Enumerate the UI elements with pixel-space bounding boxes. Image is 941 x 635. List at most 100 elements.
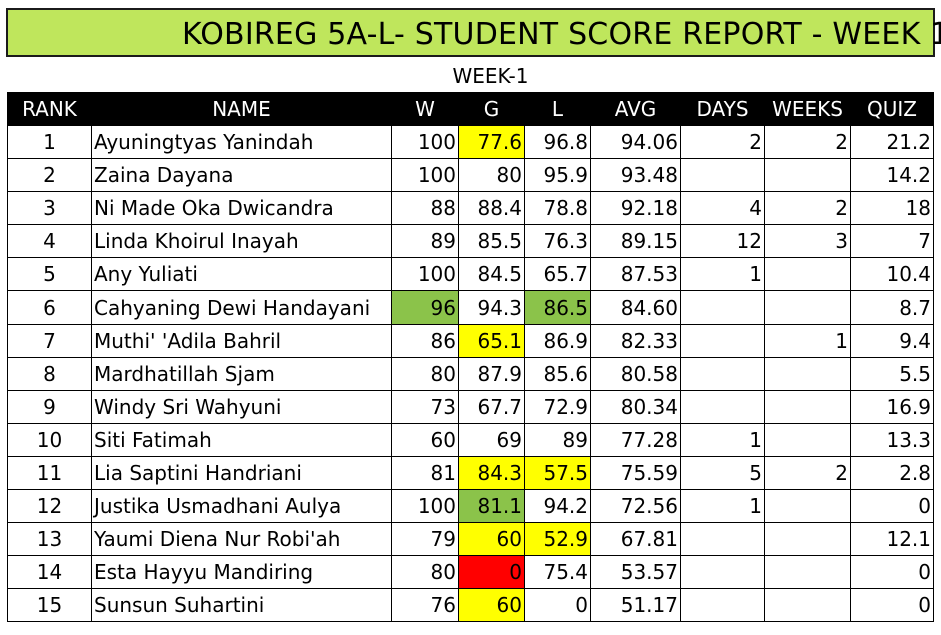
weeks-cell xyxy=(764,422,851,457)
name-cell: Muthi' 'Adila Bahril xyxy=(91,323,392,358)
weeks-cell xyxy=(764,389,851,424)
weeks-cell xyxy=(764,158,851,193)
quiz-cell: 0 xyxy=(850,489,934,524)
rank-cell: 10 xyxy=(7,422,92,457)
header-row: RANK NAME W G L AVG DAYS WEEKS QUIZ xyxy=(7,92,934,126)
g-score-cell: 80 xyxy=(458,158,525,193)
avg-cell: 82.33 xyxy=(590,323,681,358)
table-row: 1 Ayuningtyas Yanindah 100 77.6 96.8 94.06 2 2 2… xyxy=(7,124,934,160)
quiz-cell: 14.2 xyxy=(850,158,934,193)
name-cell: Linda Khoirul Inayah xyxy=(91,224,392,259)
w-score-cell: 76 xyxy=(391,588,459,623)
quiz-cell: 7 xyxy=(850,224,934,259)
table-row: 8 Mardhatillah Sjam 80 87.9 85.6 80.58 5.5 xyxy=(7,356,934,391)
report-title: KOBIREG 5A-L- STUDENT SCORE REPORT - WEE… xyxy=(182,17,941,52)
quiz-cell: 0 xyxy=(850,555,934,590)
table-row: 5 Any Yuliati 100 84.5 65.7 87.53 1 10.4 xyxy=(7,257,934,292)
quiz-cell: 12.1 xyxy=(850,522,934,557)
g-score-cell: 0 xyxy=(458,555,525,590)
g-score-cell: 60 xyxy=(458,522,525,557)
weeks-cell xyxy=(764,290,851,325)
days-cell: 1 xyxy=(680,422,765,457)
w-score-cell: 89 xyxy=(391,224,459,259)
rank-cell: 14 xyxy=(7,555,92,590)
name-cell: Yaumi Diena Nur Robi'ah xyxy=(91,522,392,557)
l-score-cell: 96.8 xyxy=(524,124,591,160)
l-score-cell: 94.2 xyxy=(524,489,591,524)
col-header-avg: AVG xyxy=(590,92,681,126)
l-score-cell: 57.5 xyxy=(524,455,591,491)
w-score-cell: 79 xyxy=(391,522,459,557)
quiz-cell: 9.4 xyxy=(850,323,934,358)
g-score-cell: 77.6 xyxy=(458,124,525,160)
avg-cell: 77.28 xyxy=(590,422,681,457)
weeks-cell: 2 xyxy=(764,455,851,491)
days-cell xyxy=(680,522,765,557)
quiz-cell: 13.3 xyxy=(850,422,934,457)
g-score-cell: 67.7 xyxy=(458,389,525,424)
name-cell: Mardhatillah Sjam xyxy=(91,356,392,391)
w-score-cell: 100 xyxy=(391,124,459,160)
quiz-cell: 21.2 xyxy=(850,124,934,160)
g-score-cell: 69 xyxy=(458,422,525,457)
table-row: 12 Justika Usmadhani Aulya 100 81.1 94.2 72.5… xyxy=(7,489,934,524)
weeks-cell: 1 xyxy=(764,323,851,358)
name-cell: Esta Hayyu Mandiring xyxy=(91,555,392,590)
g-score-cell: 94.3 xyxy=(458,290,525,325)
g-score-cell: 81.1 xyxy=(458,489,525,524)
weeks-cell xyxy=(764,522,851,557)
weeks-cell xyxy=(764,257,851,292)
w-score-cell: 86 xyxy=(391,323,459,358)
rank-cell: 8 xyxy=(7,356,92,391)
col-header-quiz: QUIZ xyxy=(850,92,934,126)
quiz-cell: 0 xyxy=(850,588,934,623)
col-header-days: DAYS xyxy=(680,92,765,126)
quiz-cell: 5.5 xyxy=(850,356,934,391)
l-score-cell: 52.9 xyxy=(524,522,591,557)
g-score-cell: 84.3 xyxy=(458,455,525,491)
table-row: 7 Muthi' 'Adila Bahril 86 65.1 86.9 82.33 1 9.4 xyxy=(7,323,934,358)
g-score-cell: 85.5 xyxy=(458,224,525,259)
avg-cell: 84.60 xyxy=(590,290,681,325)
weeks-cell: 3 xyxy=(764,224,851,259)
g-score-cell: 60 xyxy=(458,588,525,623)
g-score-cell: 88.4 xyxy=(458,191,525,226)
w-score-cell: 80 xyxy=(391,356,459,391)
table-row: 10 Siti Fatimah 60 69 89 77.28 1 13.3 xyxy=(7,422,934,457)
avg-cell: 92.18 xyxy=(590,191,681,226)
rank-cell: 3 xyxy=(7,191,92,226)
avg-cell: 94.06 xyxy=(590,124,681,160)
w-score-cell: 60 xyxy=(391,422,459,457)
l-score-cell: 0 xyxy=(524,588,591,623)
avg-cell: 93.48 xyxy=(590,158,681,193)
g-score-cell: 84.5 xyxy=(458,257,525,292)
l-score-cell: 86.5 xyxy=(524,290,591,325)
days-cell xyxy=(680,323,765,358)
days-cell xyxy=(680,389,765,424)
w-score-cell: 100 xyxy=(391,158,459,193)
g-score-cell: 65.1 xyxy=(458,323,525,358)
weeks-cell xyxy=(764,489,851,524)
l-score-cell: 65.7 xyxy=(524,257,591,292)
table-row: 11 Lia Saptini Handriani 81 84.3 57.5 75.59 5 2… xyxy=(7,455,934,491)
col-header-w: W xyxy=(391,92,459,126)
avg-cell: 75.59 xyxy=(590,455,681,491)
l-score-cell: 78.8 xyxy=(524,191,591,226)
col-header-name: NAME xyxy=(91,92,392,126)
l-score-cell: 89 xyxy=(524,422,591,457)
title-banner: KOBIREG 5A-L- STUDENT SCORE REPORT - WEE… xyxy=(6,8,941,57)
table-row: 14 Esta Hayyu Mandiring 80 0 75.4 53.57 0 xyxy=(7,555,934,590)
col-header-weeks: WEEKS xyxy=(764,92,851,126)
days-cell xyxy=(680,158,765,193)
weeks-cell xyxy=(764,588,851,623)
rank-cell: 12 xyxy=(7,489,92,524)
name-cell: Zaina Dayana xyxy=(91,158,392,193)
l-score-cell: 72.9 xyxy=(524,389,591,424)
rank-cell: 2 xyxy=(7,158,92,193)
table-row: 3 Ni Made Oka Dwicandra 88 88.4 78.8 92.18 4 2 1… xyxy=(7,191,934,226)
col-header-rank: RANK xyxy=(7,92,92,126)
avg-cell: 87.53 xyxy=(590,257,681,292)
col-header-l: L xyxy=(524,92,591,126)
rank-cell: 5 xyxy=(7,257,92,292)
table-row: 15 Sunsun Suhartini 76 60 0 51.17 0 xyxy=(7,588,934,623)
